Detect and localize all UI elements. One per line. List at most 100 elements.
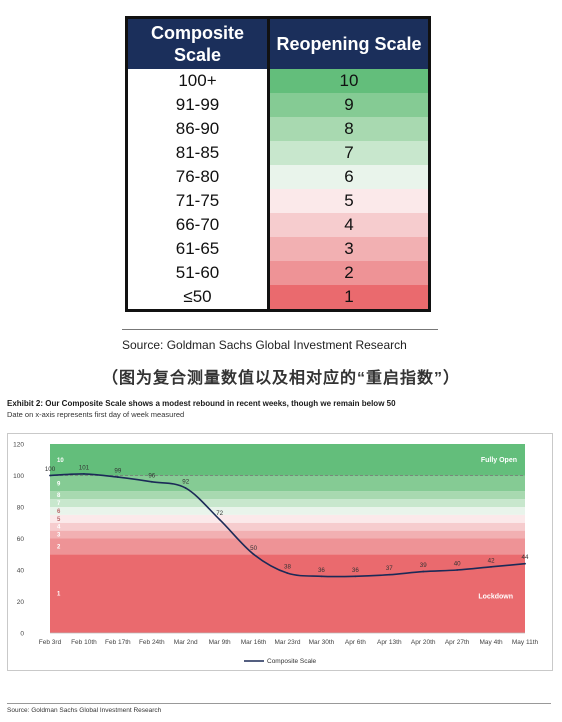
data-point (354, 575, 357, 578)
composite-range-cell: 71-75 (126, 189, 270, 213)
scale-table-header-row: Composite Scale Reopening Scale (126, 17, 430, 69)
band-label: 6 (57, 509, 61, 515)
scale-table-row: 76-80 6 (126, 165, 430, 189)
x-tick-label: Mar 23rd (274, 639, 300, 646)
y-tick-label: 80 (17, 505, 25, 512)
data-point (184, 487, 187, 489)
reopening-value-cell: 2 (268, 261, 430, 285)
reopening-value-cell: 10 (268, 69, 430, 93)
data-label: 50 (250, 545, 257, 552)
data-point (150, 480, 153, 483)
data-label: 39 (420, 562, 427, 569)
composite-range-cell: 86-90 (126, 117, 270, 141)
chinese-caption: （图为复合测量数值以及相对应的“重启指数”） (101, 370, 460, 387)
band-label: 3 (57, 533, 61, 539)
table-source: Source: Goldman Sachs Global Investment … (122, 329, 438, 352)
composite-scale-chart: 1 2 3 4 5 6 7 8 9 10 0 20 40 60 80 100 120 Feb 3rd Feb 10t… (7, 433, 553, 671)
reopening-value-cell: 9 (268, 93, 430, 117)
reopening-value-cell: 8 (268, 117, 430, 141)
data-point (252, 553, 255, 556)
composite-range-cell: 61-65 (126, 237, 270, 261)
data-point (422, 570, 425, 573)
x-tick-label: Mar 16th (241, 639, 267, 646)
legend-label: Composite Scale (267, 658, 317, 665)
data-label: 44 (522, 554, 529, 561)
scale-table-row: 51-60 2 (126, 261, 430, 285)
scale-table-row: 91-99 9 (126, 93, 430, 117)
y-tick-label: 60 (17, 536, 25, 543)
band-5 (50, 514, 525, 523)
reopening-value-cell: 1 (268, 285, 430, 311)
data-label: 36 (318, 567, 325, 574)
band-8 (50, 491, 525, 500)
composite-range-cell: 51-60 (126, 261, 270, 285)
data-point (456, 569, 459, 571)
composite-range-cell: 81-85 (126, 141, 270, 165)
scale-table-row: 81-85 7 (126, 141, 430, 165)
data-label: 42 (488, 557, 495, 564)
x-tick-label: Apr 13th (377, 639, 402, 646)
data-label: 38 (284, 564, 291, 571)
x-tick-label: Apr 20th (411, 639, 436, 646)
x-tick-label: Mar 30th (309, 639, 335, 646)
band-7 (50, 499, 525, 507)
data-label: 100 (45, 466, 56, 473)
scale-table-row: ≤50 1 (126, 285, 430, 311)
data-point (116, 476, 119, 478)
scale-table-row: 71-75 5 (126, 189, 430, 213)
exhibit-title: Exhibit 2: Our Composite Scale shows a m… (7, 399, 396, 408)
band-3 (50, 530, 525, 539)
band-label: 7 (57, 501, 61, 507)
band-label: 4 (57, 525, 61, 531)
data-label: 96 (148, 472, 155, 479)
band-label: 9 (57, 481, 61, 487)
x-tick-label: Mar 2nd (174, 639, 198, 646)
band-label: 8 (57, 493, 61, 499)
band-label: 5 (57, 517, 61, 523)
exhibit-source: Source: Goldman Sachs Global Investment … (7, 703, 551, 714)
band-10 (50, 444, 525, 476)
data-point (524, 562, 526, 565)
reopening-value-cell: 3 (268, 237, 430, 261)
composite-range-cell: 76-80 (126, 165, 270, 189)
data-point (83, 473, 85, 475)
composite-range-cell: 66-70 (126, 213, 270, 237)
data-label: 40 (454, 561, 461, 568)
reopening-value-cell: 6 (268, 165, 430, 189)
y-tick-label: 120 (13, 442, 24, 449)
x-tick-label: Feb 3rd (39, 639, 62, 646)
x-tick-label: Mar 9th (209, 639, 231, 646)
band-label: 10 (57, 458, 64, 464)
scale-table-row: 100+ 10 (126, 69, 430, 93)
x-tick-label: Apr 6th (345, 639, 366, 646)
scale-table-row: 86-90 8 (126, 117, 430, 141)
x-tick-label: Apr 27th (445, 639, 470, 646)
header-reopening-scale: Reopening Scale (268, 17, 430, 69)
data-label: 99 (114, 468, 121, 475)
data-point (320, 575, 323, 578)
band-2 (50, 538, 525, 555)
band-9 (50, 475, 525, 492)
band-label: 2 (57, 544, 61, 550)
data-label: 72 (216, 510, 223, 517)
scale-table-row: 66-70 4 (126, 213, 430, 237)
header-composite-scale: Composite Scale (126, 17, 270, 69)
data-point (490, 565, 492, 568)
x-tick-label: Feb 24th (139, 639, 165, 646)
x-tick-label: Feb 10th (71, 639, 97, 646)
y-tick-label: 20 (17, 599, 25, 606)
data-label: 101 (79, 464, 90, 471)
composite-range-cell: 100+ (126, 69, 270, 93)
data-point (388, 573, 391, 576)
scale-table-row: 61-65 3 (126, 237, 430, 261)
fully-open-annotation: Fully Open (481, 457, 517, 464)
reopening-value-cell: 4 (268, 213, 430, 237)
band-1 (50, 554, 525, 633)
band-label: 1 (57, 592, 61, 598)
data-point (286, 572, 289, 575)
data-point (49, 474, 51, 477)
y-tick-label: 40 (17, 568, 25, 575)
data-label: 37 (386, 565, 393, 572)
reopening-value-cell: 7 (268, 141, 430, 165)
